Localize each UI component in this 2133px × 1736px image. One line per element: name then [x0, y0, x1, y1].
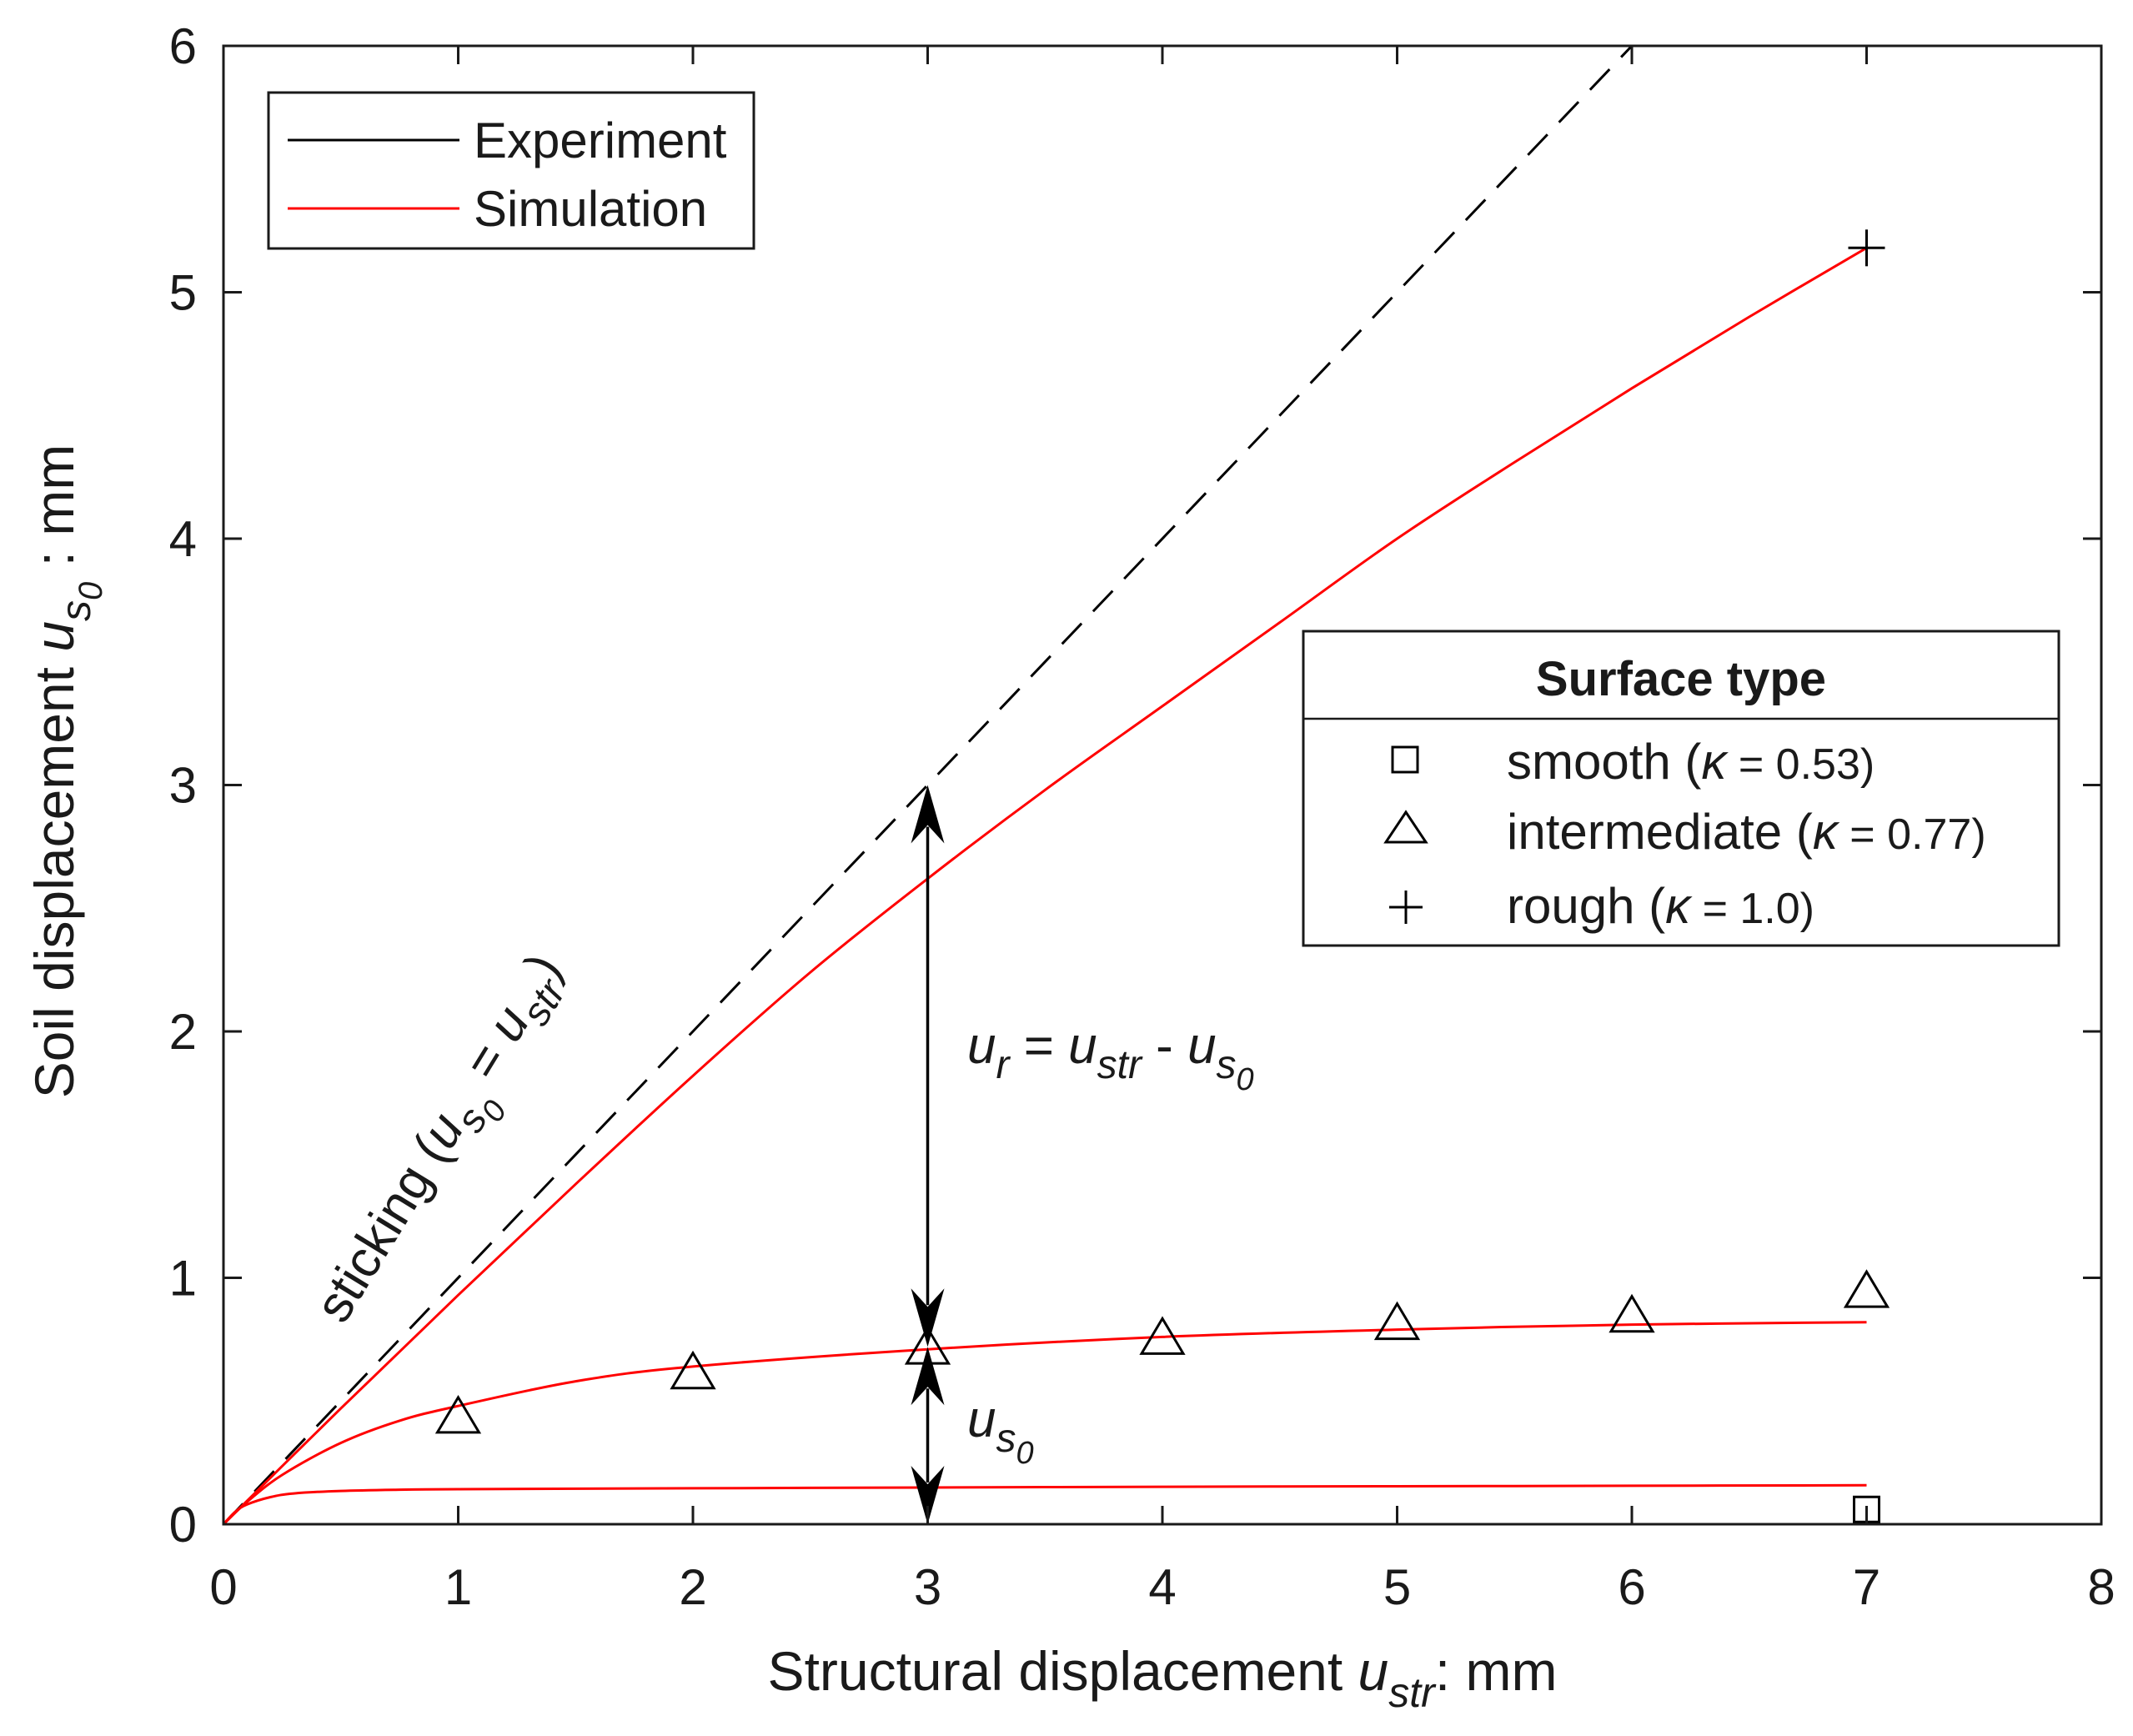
arrow-head: [911, 1347, 945, 1406]
legend-surface-box: [1302, 630, 2060, 947]
y-tick-label: 2: [169, 1004, 197, 1060]
x-tick-label: 1: [444, 1559, 472, 1615]
data-point-intermediate: [434, 1394, 482, 1434]
x-tick-label: 0: [209, 1559, 237, 1615]
legend-experiment-label: Experiment: [474, 113, 727, 168]
legend-rough-label: rough (κ = 1.0): [1507, 878, 1814, 934]
arrow-head: [911, 1288, 945, 1347]
tick-labels-layer: 0 1 2 3 4 5 6 7 8 0 1 2 3 4 5 6: [169, 18, 2115, 1615]
simulation-line-rough: [222, 247, 1868, 1526]
legend-smooth-square-marker: [1391, 745, 1419, 774]
simulation-line-smooth: [222, 1483, 1867, 1526]
x-tick-label: 4: [1148, 1559, 1176, 1615]
x-tick-label: 7: [1853, 1559, 1880, 1615]
data-point-intermediate: [904, 1326, 951, 1365]
arrows-layer: [911, 785, 945, 1524]
arrow-head: [911, 1466, 945, 1524]
y-tick-label: 4: [169, 511, 197, 567]
sticking-dashed-line: [222, 44, 1634, 1526]
x-tick-label: 3: [914, 1559, 941, 1615]
data-point-intermediate: [670, 1350, 716, 1390]
y-tick-label: 6: [169, 18, 197, 74]
legend-intermediate-triangle-marker: [1383, 810, 1428, 844]
data-point-rough: [1848, 229, 1885, 267]
x-tick-label: 6: [1618, 1559, 1645, 1615]
legend-lines-box: [267, 91, 755, 250]
legend-surface-type: Surface type smooth (κ = 0.53) intermedi…: [1302, 630, 2060, 947]
x-tick-label: 8: [2087, 1559, 2115, 1615]
y-tick-label: 3: [169, 758, 197, 814]
x-tick-label: 2: [679, 1559, 706, 1615]
legend-rough-plus-marker: [1389, 891, 1423, 924]
legend-smooth-label: smooth (κ = 0.53): [1507, 734, 1875, 790]
simulation-lines-layer: [222, 247, 1868, 1526]
y-tick-label: 0: [169, 1497, 197, 1553]
data-point-intermediate: [1139, 1316, 1186, 1355]
arrow-head: [911, 785, 945, 844]
legend-lines: Experiment Simulation: [267, 91, 755, 250]
x-axis-label: Structural displacement ustr: mm: [768, 1640, 1558, 1716]
y-tick-label: 5: [169, 265, 197, 321]
x-tick-label: 5: [1383, 1559, 1411, 1615]
legend-surface-title: Surface type: [1536, 652, 1826, 706]
y-tick-label: 1: [169, 1251, 197, 1307]
soil-displacement-annotation: us0: [967, 1391, 1034, 1471]
y-axis-label: Soil displacement us0 : mm: [23, 444, 109, 1099]
ticks-layer: [222, 44, 2103, 1526]
legend-intermediate-label: intermediate (κ = 0.77): [1507, 804, 1986, 860]
data-point-intermediate: [1609, 1293, 1655, 1333]
legend-simulation-label: Simulation: [474, 181, 707, 237]
data-point-intermediate: [1843, 1269, 1890, 1308]
data-point-intermediate: [1373, 1301, 1421, 1341]
sticking-line-layer: [222, 44, 1634, 1526]
relative-displacement-annotation: ur = ustr - us0: [967, 1017, 1254, 1097]
simulation-line-intermediate: [222, 1321, 1867, 1526]
